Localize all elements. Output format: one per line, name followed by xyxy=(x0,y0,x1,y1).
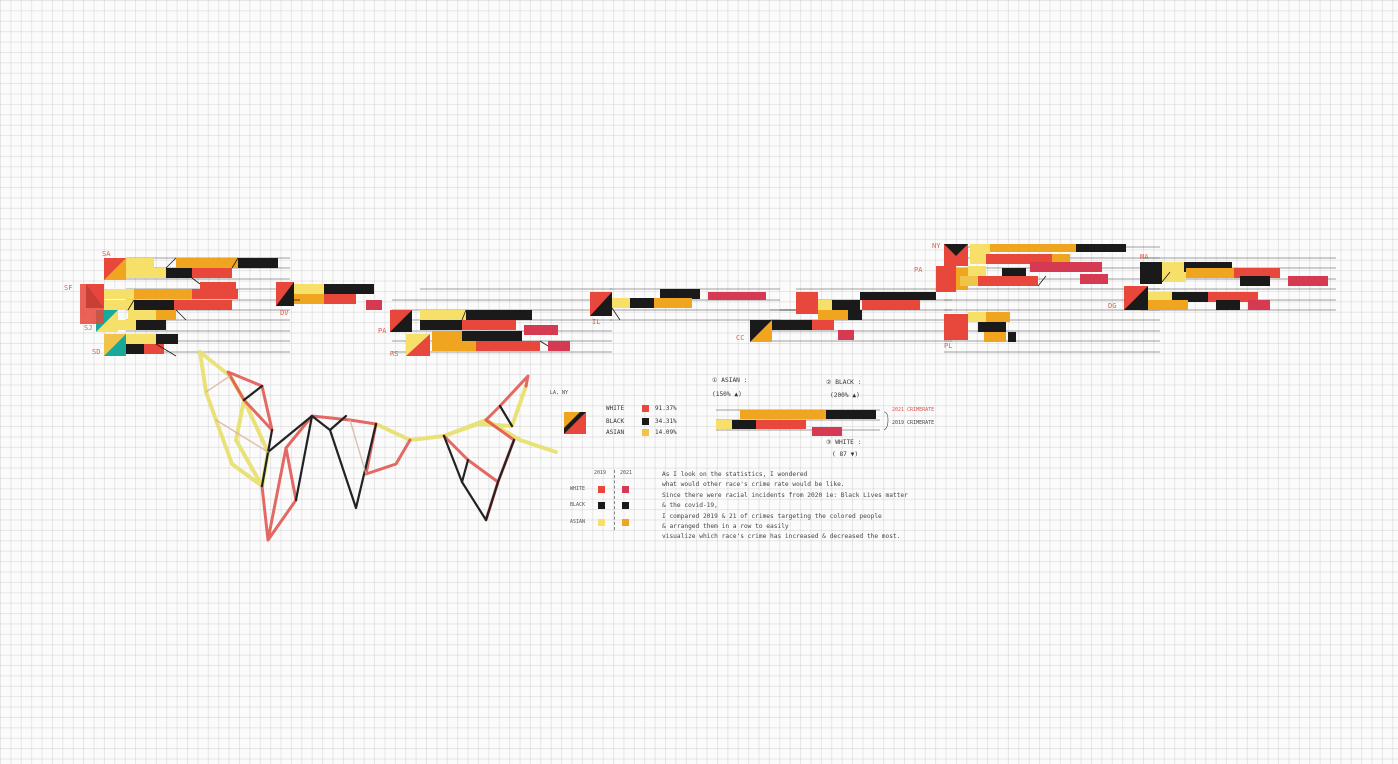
note-line: I compared 2019 & 21 of crimes targeting… xyxy=(662,512,882,520)
legend-square-icon xyxy=(564,412,586,434)
note-line: Since there were racial incidents from 2… xyxy=(662,491,908,499)
cluster-pa-rs xyxy=(390,310,570,356)
legend-subtitle: LA, NY xyxy=(550,390,569,396)
detail-bars xyxy=(716,409,889,436)
legend-swatch xyxy=(642,418,649,425)
note-line: As I look on the statistics, I wondered xyxy=(662,471,808,478)
cluster-il xyxy=(590,289,766,316)
notes-block: As I look on the statistics, I wondered … xyxy=(662,470,908,543)
key-race: WHITE xyxy=(570,486,586,492)
year-2019: 2019 xyxy=(594,470,607,476)
cluster-ma-dg xyxy=(1124,262,1328,310)
note-line: & arranged them in a row to easily xyxy=(662,523,789,531)
rate-2021-label: 2021 CRIMERATE xyxy=(892,407,935,413)
city-label: PL xyxy=(944,342,952,350)
key-swatch-2019 xyxy=(598,502,605,509)
legend-value: 34.31% xyxy=(655,418,677,425)
city-label: MA xyxy=(1140,253,1149,261)
cluster-dv xyxy=(200,282,382,310)
year-key: 2019 2021 WHITE BLACK ASIAN xyxy=(566,470,646,530)
city-label: RS xyxy=(390,350,398,358)
city-label: NY xyxy=(932,242,941,250)
key-race: ASIAN xyxy=(570,519,586,525)
key-swatch-2021 xyxy=(622,486,629,493)
black-change: (200% ▲) xyxy=(830,392,860,399)
crime-strip xyxy=(80,244,1336,357)
legend-value: 91.37% xyxy=(655,405,677,412)
city-labels: SA SF SJ SD DV PA RS IL CC NY PA PL MA D… xyxy=(64,242,1149,358)
cluster-west xyxy=(80,258,278,356)
city-label: DG xyxy=(1108,302,1116,310)
city-label: SF xyxy=(64,284,72,292)
legend-race-label: WHITE xyxy=(606,405,625,412)
rate-2019-label: 2019 CRIMERATE xyxy=(892,420,935,426)
legend-row-asian: ASIAN 14.09% xyxy=(606,429,677,436)
legend-row-white: WHITE 91.37% xyxy=(606,405,677,412)
city-label: SA xyxy=(102,250,111,258)
legend-race-label: BLACK xyxy=(606,418,625,425)
legend-race-label: ASIAN xyxy=(606,429,625,436)
city-label: CC xyxy=(736,334,744,342)
note-line: visualize which race's crime has increas… xyxy=(662,533,901,541)
cluster-cc xyxy=(750,292,936,342)
city-label: PA xyxy=(378,327,387,335)
city-label: SJ xyxy=(84,324,92,332)
key-swatch-2021 xyxy=(622,519,629,526)
legend-row-black: BLACK 34.31% xyxy=(606,418,677,425)
black-label: ② BLACK : xyxy=(826,379,862,386)
city-label: DV xyxy=(280,309,289,317)
key-swatch-2019 xyxy=(598,519,605,526)
note-line: what would other race's crime rate would… xyxy=(662,481,845,489)
note-line: & the covid-19, xyxy=(662,502,718,510)
cluster-ny-pa-pl xyxy=(936,244,1126,342)
year-2021: 2021 xyxy=(620,470,633,476)
strip-connectors xyxy=(127,257,1171,357)
city-label: PA xyxy=(914,266,923,274)
string-sculpture-photo xyxy=(198,350,558,542)
asian-change: (150% ▲) xyxy=(712,391,742,398)
key-swatch-2019 xyxy=(598,486,605,493)
year-key-divider xyxy=(614,470,615,530)
legend-swatch xyxy=(642,429,649,436)
legend-swatch xyxy=(642,405,649,412)
key-race: BLACK xyxy=(570,502,586,508)
white-change: ( 87 ▼) xyxy=(832,451,859,458)
white-label: ③ WHITE : xyxy=(826,439,862,446)
city-label: SD xyxy=(92,348,100,356)
city-label: IL xyxy=(592,318,600,326)
key-swatch-2021 xyxy=(622,502,629,509)
legend-value: 14.09% xyxy=(655,429,677,436)
asian-label: ① ASIAN : xyxy=(712,377,748,384)
